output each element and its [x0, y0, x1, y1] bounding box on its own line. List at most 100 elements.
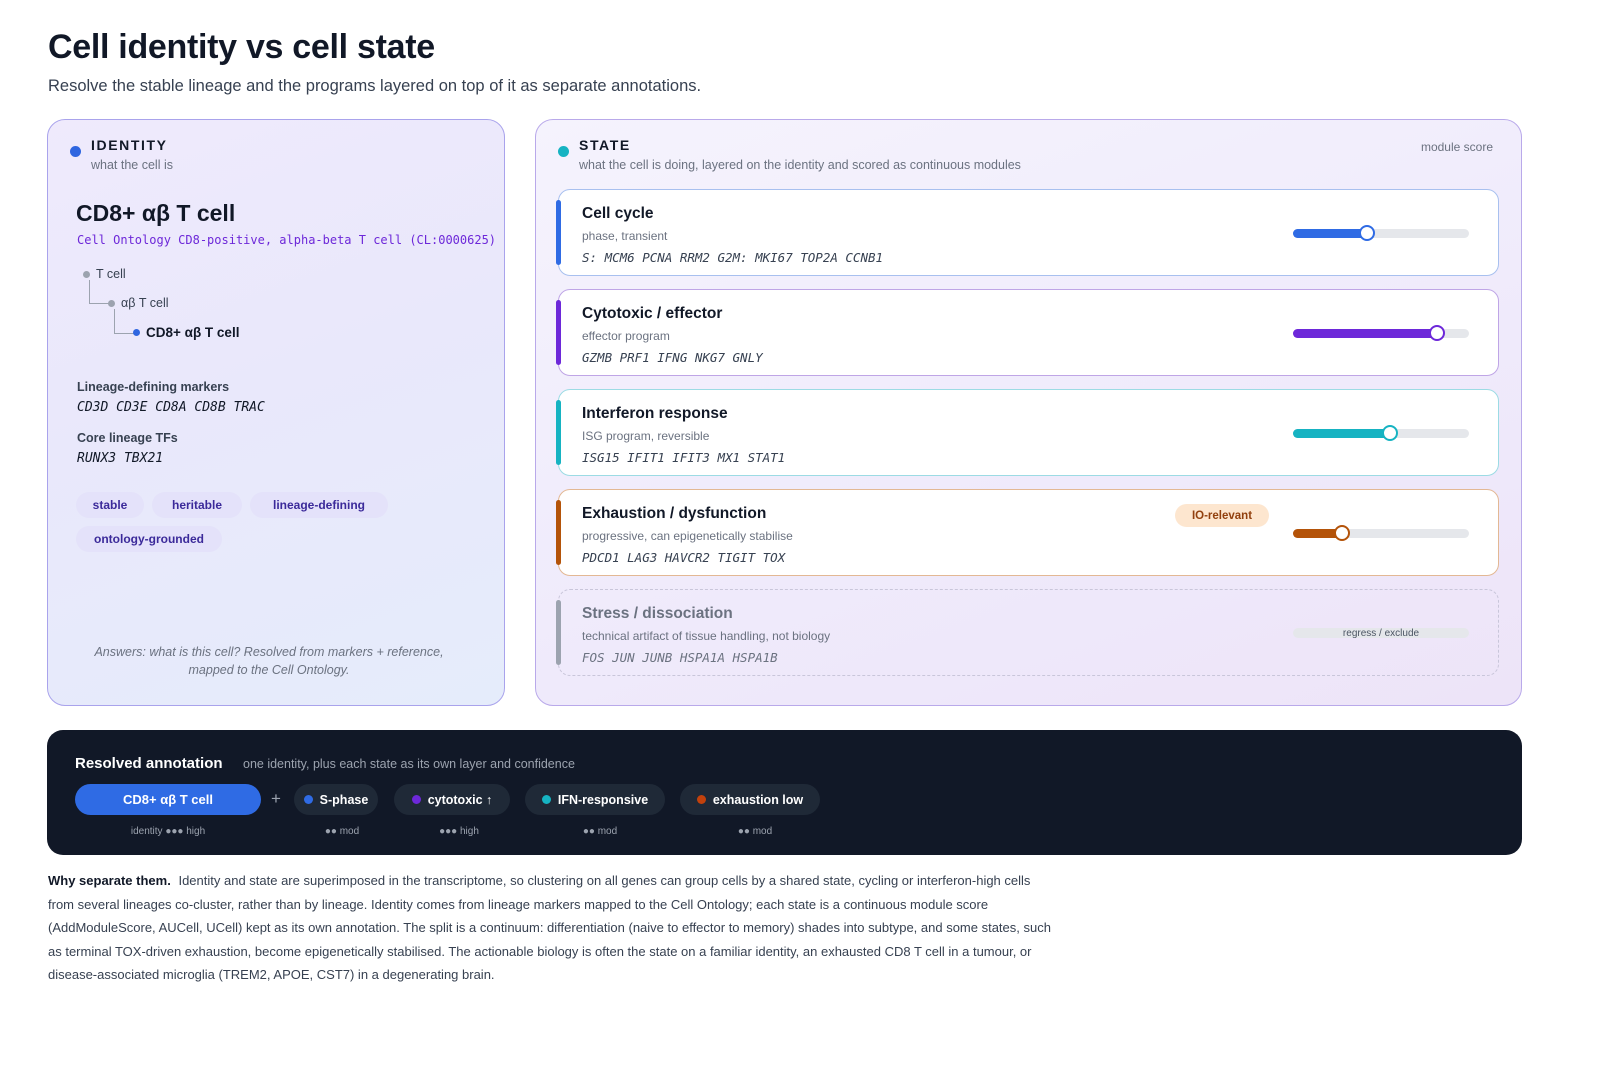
card-accent	[556, 600, 561, 665]
identity-confidence: identity ●●● high	[130, 826, 206, 837]
ontology-term: Cell Ontology CD8-positive, alpha-beta T…	[77, 233, 497, 247]
tfs-label: Core lineage TFs	[77, 431, 178, 445]
identity-dot-icon	[70, 146, 81, 157]
score-knob	[1359, 225, 1375, 241]
tree-node-t-cell: T cell	[83, 267, 126, 281]
tree-node-label: αβ T cell	[121, 296, 169, 310]
chip-label: CD8+ αβ T cell	[123, 792, 213, 807]
plus-sign: +	[271, 789, 281, 808]
why-text: Identity and state are superimposed in t…	[48, 873, 1051, 982]
card-genes: ISG15 IFIT1 IFIT3 MX1 STAT1	[582, 450, 786, 465]
chip-dot-icon	[303, 795, 313, 804]
tag-heritable: heritable	[152, 492, 242, 518]
resolved-annotation-bar: Resolved annotation one identity, plus e…	[47, 730, 1522, 855]
chip-label: IFN-responsive	[557, 792, 649, 807]
score-track	[1293, 525, 1469, 541]
identity-sublabel: what the cell is	[91, 158, 173, 172]
identity-name: CD8+ αβ T cell	[76, 200, 236, 226]
card-accent	[556, 500, 561, 565]
state-card-cytotoxic: Cytotoxic / effector effector program GZ…	[556, 289, 1499, 376]
card-accent	[556, 400, 561, 465]
score-fill	[1293, 229, 1367, 238]
score-track	[1293, 225, 1469, 241]
state-label: STATE	[579, 137, 631, 153]
chip-dot-icon	[411, 795, 421, 804]
chip-confidence: ●● mod	[324, 826, 360, 837]
tree-connector	[89, 280, 110, 304]
state-chip-ifn: IFN-responsive	[525, 784, 665, 815]
identity-header: IDENTITY what the cell is	[70, 137, 173, 172]
score-track	[1293, 425, 1469, 441]
chip-label: cytotoxic ↑	[427, 792, 493, 807]
page-title: Cell identity vs cell state	[48, 28, 435, 66]
identity-panel: IDENTITY what the cell is CD8+ αβ T cell…	[47, 119, 505, 706]
state-card-stress: Stress / dissociation technical artifact…	[556, 589, 1499, 676]
tree-node-label: CD8+ αβ T cell	[146, 325, 240, 340]
why-lead: Why separate them.	[48, 873, 171, 888]
markers-value: CD3D CD3E CD8A CD8B TRAC	[77, 400, 265, 415]
chip-confidence: ●● mod	[582, 826, 618, 837]
card-genes: S: MCM6 PCNA RRM2 G2M: MKI67 TOP2A CCNB1	[582, 250, 884, 265]
card-accent	[556, 300, 561, 365]
state-card-cell-cycle: Cell cycle phase, transient S: MCM6 PCNA…	[556, 189, 1499, 276]
tree-node-label: T cell	[96, 267, 126, 281]
identity-label: IDENTITY	[91, 137, 168, 153]
score-knob	[1382, 425, 1398, 441]
why-paragraph: Why separate them. Identity and state ar…	[48, 869, 1058, 987]
state-sublabel: what the cell is doing, layered on the i…	[579, 158, 1021, 172]
state-chip-s-phase: S-phase	[294, 784, 378, 815]
tree-dot-icon	[108, 299, 115, 307]
identity-answers: Answers: what is this cell? Resolved fro…	[94, 645, 444, 677]
state-header: STATE what the cell is doing, layered on…	[558, 137, 1021, 172]
tree-dot-icon	[83, 270, 90, 278]
card-subtitle: effector program	[582, 329, 670, 343]
tag-ontology-grounded: ontology-grounded	[76, 526, 222, 552]
markers-label: Lineage-defining markers	[77, 380, 230, 394]
tree-node-ab-t-cell: αβ T cell	[108, 296, 169, 310]
card-genes: PDCD1 LAG3 HAVCR2 TIGIT TOX	[582, 550, 786, 565]
tree-node-cd8-ab-t-cell: CD8+ αβ T cell	[133, 325, 239, 340]
chip-confidence: ●●● high	[439, 826, 479, 837]
chip-confidence: ●● mod	[737, 826, 773, 837]
tfs-value: RUNX3 TBX21	[77, 451, 164, 466]
regress-exclude-label: regress / exclude	[1293, 628, 1469, 639]
identity-chip: CD8+ αβ T cell	[75, 784, 261, 815]
score-knob	[1429, 325, 1445, 341]
card-subtitle: phase, transient	[582, 229, 668, 243]
card-genes: FOS JUN JUNB HSPA1A HSPA1B	[582, 650, 778, 665]
card-accent	[556, 200, 561, 265]
state-card-interferon: Interferon response ISG program, reversi…	[556, 389, 1499, 476]
score-fill	[1293, 429, 1390, 438]
tag-stable: stable	[76, 492, 144, 518]
card-subtitle: progressive, can epigenetically stabilis…	[582, 529, 793, 543]
chip-label: S-phase	[319, 792, 369, 807]
chip-dot-icon	[696, 795, 706, 804]
card-subtitle: technical artifact of tissue handling, n…	[582, 629, 831, 643]
card-title: Stress / dissociation	[582, 605, 733, 622]
score-fill	[1293, 329, 1437, 338]
module-score-label: module score	[1420, 140, 1493, 154]
card-title: Interferon response	[582, 405, 728, 422]
score-track	[1293, 325, 1469, 341]
card-title: Cytotoxic / effector	[582, 305, 723, 322]
state-dot-icon	[558, 146, 569, 157]
resolved-subtitle: one identity, plus each state as its own…	[243, 757, 575, 771]
card-title: Cell cycle	[582, 205, 654, 222]
score-fill	[1293, 529, 1342, 538]
tree-dot-icon	[133, 329, 140, 336]
tag-lineage-defining: lineage-defining	[250, 492, 388, 518]
state-chip-exhaustion: exhaustion low	[680, 784, 820, 815]
card-title: Exhaustion / dysfunction	[582, 505, 767, 522]
chip-dot-icon	[541, 795, 551, 804]
state-chip-cytotoxic: cytotoxic ↑	[394, 784, 510, 815]
score-knob	[1334, 525, 1350, 541]
io-relevant-badge: IO-relevant	[1175, 504, 1269, 527]
card-subtitle: ISG program, reversible	[582, 429, 710, 443]
card-genes: GZMB PRF1 IFNG NKG7 GNLY	[582, 350, 763, 365]
chip-label: exhaustion low	[712, 792, 804, 807]
state-panel: STATE what the cell is doing, layered on…	[535, 119, 1522, 706]
resolved-title: Resolved annotation	[75, 755, 223, 772]
tree-connector	[114, 309, 135, 334]
page-subtitle: Resolve the stable lineage and the progr…	[48, 77, 702, 95]
state-card-exhaustion: Exhaustion / dysfunction progressive, ca…	[556, 489, 1499, 576]
